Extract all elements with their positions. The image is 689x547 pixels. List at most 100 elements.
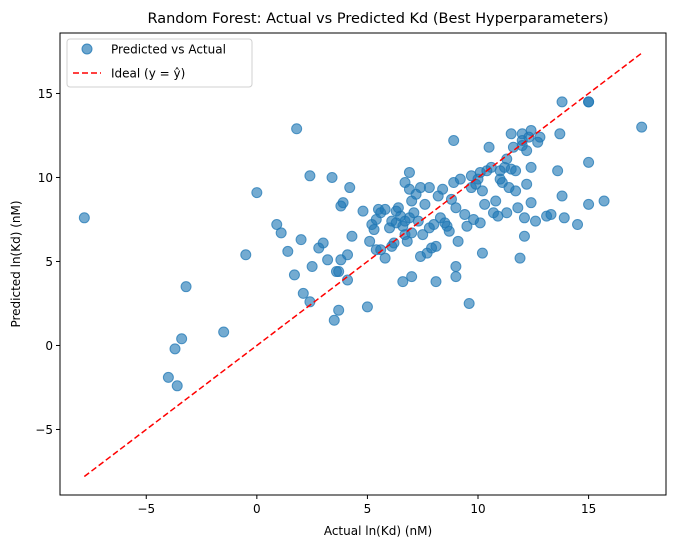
scatter-point <box>218 326 230 338</box>
y-ticks: −5 0 5 10 15 <box>35 87 60 437</box>
y-tick-label: −5 <box>35 423 53 437</box>
scatter-point <box>521 178 533 190</box>
scatter-point <box>483 141 495 153</box>
scatter-point <box>379 203 391 215</box>
scatter-point <box>368 224 380 236</box>
scatter-point <box>554 128 566 140</box>
x-tick-label: −5 <box>137 502 155 516</box>
scatter-point <box>306 261 318 273</box>
scatter-point <box>490 195 502 207</box>
chart-title: Random Forest: Actual vs Predicted Kd (B… <box>147 11 608 27</box>
x-ticks: −5 0 5 10 15 <box>137 495 596 516</box>
scatter-point <box>388 237 400 249</box>
scatter-point <box>304 170 316 182</box>
scatter-point <box>530 215 542 227</box>
scatter-point <box>514 252 526 264</box>
x-tick-label: 10 <box>470 502 485 516</box>
legend: Predicted vs Actual Ideal (y = ŷ) <box>66 38 253 88</box>
scatter-point <box>361 301 373 313</box>
scatter-point <box>419 198 431 210</box>
scatter-point <box>412 215 424 227</box>
scatter-point <box>552 165 564 177</box>
scatter-point <box>333 304 345 316</box>
scatter-point <box>282 245 294 257</box>
scatter-point <box>448 135 460 147</box>
scatter-point <box>518 212 530 224</box>
x-tick-label: 0 <box>253 502 261 516</box>
scatter-point <box>171 380 183 392</box>
scatter-point <box>450 202 462 214</box>
scatter-point <box>375 244 387 256</box>
scatter-point <box>403 166 415 178</box>
scatter-point <box>240 249 252 261</box>
scatter-point <box>322 254 334 266</box>
x-tick-label: 15 <box>581 502 596 516</box>
ideal-line <box>83 52 643 478</box>
scatter-point <box>474 217 486 229</box>
scatter-point <box>505 128 517 140</box>
scatter-point <box>450 261 462 273</box>
scatter-point <box>598 195 610 207</box>
scatter-point <box>288 269 300 281</box>
scatter-point <box>476 185 488 197</box>
scatter-point <box>437 183 449 195</box>
scatter-point <box>476 247 488 259</box>
scatter-point <box>251 187 263 199</box>
scatter-point <box>397 276 409 288</box>
scatter-point <box>423 182 435 194</box>
scatter-point <box>176 333 188 345</box>
scatter-point <box>556 190 568 202</box>
scatter-point <box>521 145 533 157</box>
scatter-point <box>479 198 491 210</box>
scatter-point <box>406 227 418 239</box>
scatter-point <box>406 271 418 283</box>
scatter-point <box>583 198 595 210</box>
scatter-point <box>346 230 358 242</box>
scatter-point <box>401 235 413 247</box>
scatter-point <box>545 208 557 220</box>
scatter-point <box>556 96 568 108</box>
scatter-point <box>295 234 307 246</box>
scatter-point <box>636 121 648 133</box>
scatter-point <box>430 240 442 252</box>
scatter-point <box>463 297 475 309</box>
scatter-point <box>452 235 464 247</box>
scatter-point <box>518 230 530 242</box>
scatter-point <box>326 171 338 183</box>
scatter-point <box>558 212 570 224</box>
scatter-point <box>180 281 192 293</box>
scatter-point <box>162 371 174 383</box>
scatter-point <box>328 314 340 326</box>
legend-label-ideal: Ideal (y = ŷ) <box>111 67 185 81</box>
scatter-point <box>344 182 356 194</box>
scatter-point <box>454 173 466 185</box>
scatter-point <box>525 161 537 173</box>
scatter-point <box>342 249 354 261</box>
scatter-point <box>445 193 457 205</box>
scatter-point <box>572 219 584 231</box>
scatter-point <box>443 225 455 237</box>
legend-box <box>66 38 253 88</box>
y-tick-label: 15 <box>38 87 53 101</box>
scatter-point <box>510 165 522 177</box>
scatter-point <box>450 271 462 283</box>
scatter-point <box>379 252 391 264</box>
scatter-point <box>297 287 309 299</box>
scatter-point <box>317 237 329 249</box>
scatter-point <box>78 212 90 224</box>
scatter-point <box>461 220 473 232</box>
scatter-point <box>417 229 429 241</box>
y-tick-label: 0 <box>45 339 53 353</box>
scatter-point <box>333 266 345 278</box>
scatter-point <box>534 131 546 143</box>
scatter-point <box>364 235 376 247</box>
scatter-point <box>430 276 442 288</box>
scatter-point <box>169 343 181 355</box>
legend-label-points: Predicted vs Actual <box>111 43 226 57</box>
scatter-point <box>512 202 524 214</box>
scatter-point <box>337 197 349 209</box>
y-tick-label: 5 <box>45 255 53 269</box>
axes-frame <box>59 32 667 496</box>
scatter-point <box>459 208 471 220</box>
